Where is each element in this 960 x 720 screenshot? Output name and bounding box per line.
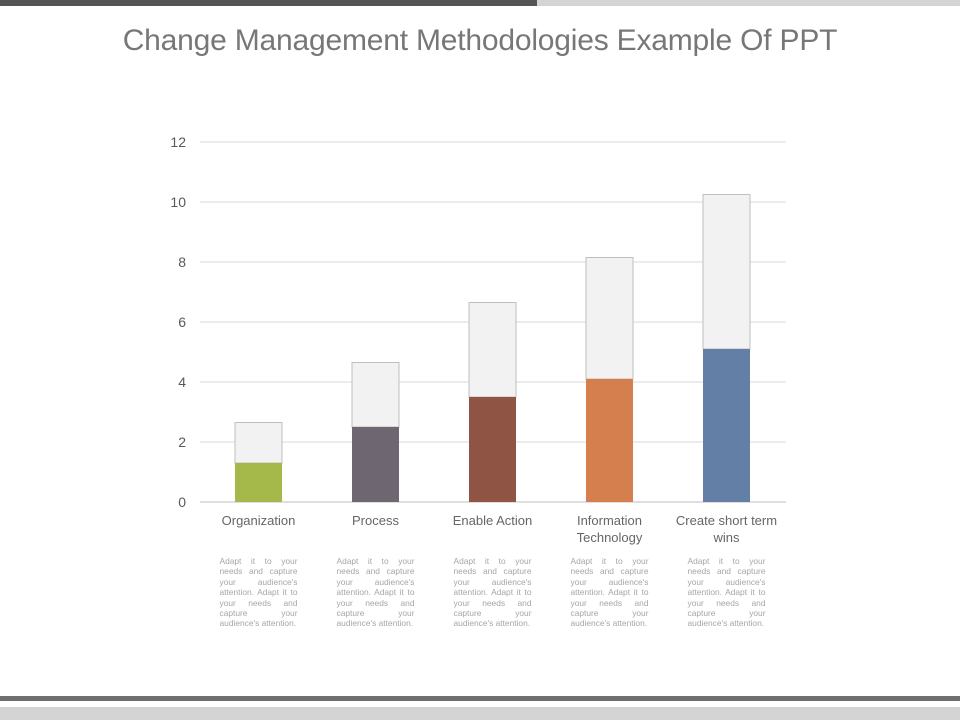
y-tick-label-0: 0 [178,494,186,510]
slide-title: Change Management Methodologies Example … [122,24,838,57]
bar-base-4 [703,349,750,502]
bar-top-1 [351,362,400,428]
x-category-label: Create short term wins [675,513,778,545]
bar-base-0 [235,463,282,502]
bar-top-3 [585,257,634,380]
y-tick-label-2: 2 [178,434,186,450]
top-accent-bar-dark [0,0,537,6]
y-tick-label-8: 8 [178,254,186,270]
x-category-label: Information Technology [576,513,643,545]
bar-base-2 [469,397,516,502]
y-tick-label-4: 4 [178,374,186,390]
description-text: Adapt it to your needs and capture your … [219,556,298,629]
description-text: Adapt it to your needs and capture your … [336,556,415,629]
bar-top-2 [468,302,517,398]
y-tick-label-6: 6 [178,314,186,330]
footer-bar-dark [0,696,960,701]
footer-bar-light [0,707,960,720]
y-tick-label-12: 12 [170,134,186,150]
description-text: Adapt it to your needs and capture your … [453,556,532,629]
y-tick-label-10: 10 [170,194,186,210]
description-text: Adapt it to your needs and capture your … [570,556,649,629]
top-accent-bar-light [537,0,960,6]
x-category-label: Process [352,513,399,528]
bar-top-4 [702,194,751,350]
bar-base-3 [586,379,633,502]
x-category-label: Enable Action [452,513,533,528]
x-category-label: Organization [221,513,296,528]
bar-base-1 [352,427,399,502]
description-text: Adapt it to your needs and capture your … [687,556,766,629]
bar-top-0 [234,422,283,464]
